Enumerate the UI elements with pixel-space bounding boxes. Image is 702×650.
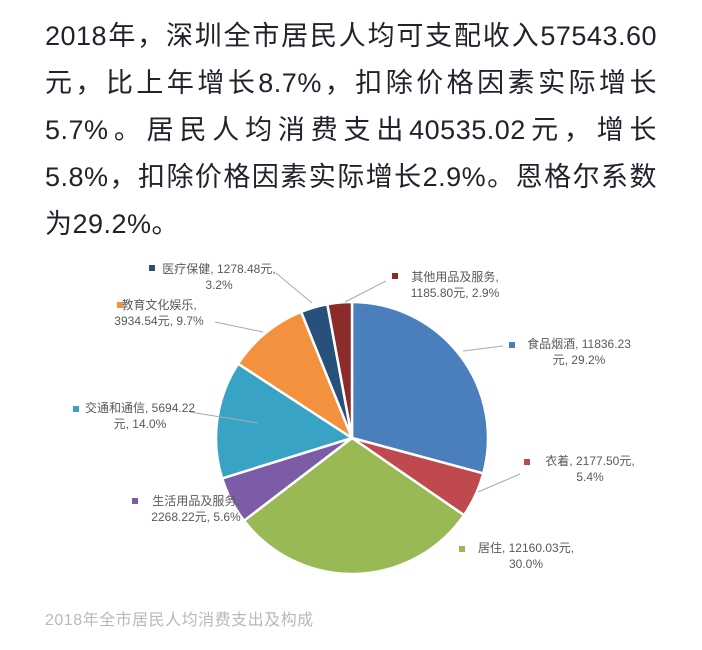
legend-marker-household-goods-services	[132, 498, 138, 504]
legend-marker-food-tobacco-alcohol	[509, 342, 515, 348]
intro-line-4: 5.8%，扣除价格因素实际增长2.9%。恩格尔系数	[45, 162, 657, 192]
leader-line-education-culture-entertainment	[214, 321, 264, 333]
pie-slice-other-goods-services	[326, 300, 354, 440]
pie-chart: 食品烟酒, 11836.23 元, 29.2% 衣着, 2177.50元, 5.4% 居…	[0, 255, 702, 605]
intro-line-2: 元，比上年增长8.7%，扣除价格因素实际增长	[45, 68, 657, 98]
leader-line-transport-communication	[189, 411, 259, 424]
pie-slice-education-culture-entertainment	[236, 310, 354, 440]
pie-slice-housing	[242, 436, 466, 576]
legend-marker-housing	[459, 546, 465, 552]
pie-label-household-goods-services: 生活用品及服务, 2268.22元, 5.6%	[151, 494, 241, 524]
pie-label-education-culture-entertainment: 教育文化娱乐, 3934.54元, 9.7%	[114, 298, 204, 328]
leader-line-clothing	[477, 473, 521, 493]
pie-label-clothing: 衣着, 2177.50元, 5.4%	[545, 454, 635, 484]
legend-marker-education-culture-entertainment	[117, 302, 123, 308]
legend-marker-transport-communication	[73, 406, 79, 412]
legend-marker-other-goods-services	[392, 273, 398, 279]
legend-marker-healthcare	[149, 265, 155, 271]
pie-label-healthcare: 医疗保健, 1278.48元, 3.2%	[162, 262, 276, 292]
pie-svg	[189, 272, 521, 576]
legend-marker-clothing	[524, 459, 530, 465]
pie-label-transport-communication: 交通和通信, 5694.22 元, 14.0%	[85, 401, 196, 431]
leader-line-food-tobacco-alcohol	[462, 345, 504, 352]
pie-label-other-goods-services: 其他用品及服务, 1185.80元, 2.9%	[410, 270, 500, 300]
leader-line-other-goods-services	[344, 280, 387, 303]
pie-slice-food-tobacco-alcohol	[350, 300, 490, 475]
chart-caption: 2018年全市居民人均消费支出及构成	[45, 612, 314, 629]
intro-line-1: 2018年，深圳全市居民人均可支配收入57543.60	[45, 21, 657, 51]
pie-labels-layer: 食品烟酒, 11836.23 元, 29.2% 衣着, 2177.50元, 5.4% 居…	[0, 255, 702, 605]
pie-label-food-tobacco-alcohol: 食品烟酒, 11836.23 元, 29.2%	[527, 337, 631, 367]
pie-label-housing: 居住, 12160.03元, 30.0%	[477, 541, 575, 571]
intro-line-3: 5.7%。居民人均消费支出40535.02元，增长	[45, 115, 657, 145]
intro-paragraph: 2018年，深圳全市居民人均可支配收入57543.60 元，比上年增长8.7%，…	[45, 13, 657, 248]
leader-line-healthcare	[275, 272, 313, 304]
pie-slice-transport-communication	[214, 362, 354, 480]
intro-line-5: 为29.2%。	[45, 209, 180, 239]
